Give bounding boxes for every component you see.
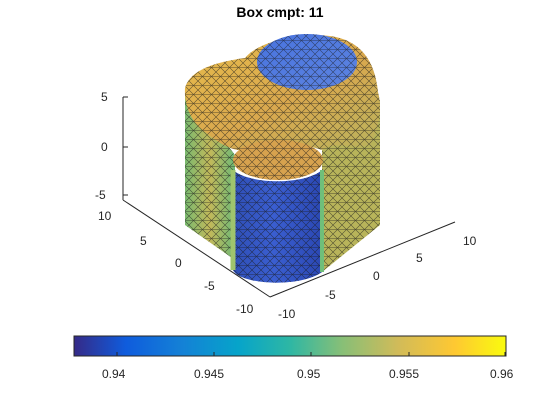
z-tick-label: -5: [95, 188, 106, 202]
x-axis: -10 -5 0 5 10: [278, 234, 477, 321]
x-tick-label: 10: [463, 234, 477, 248]
colorbar-tick-label: 0.955: [389, 367, 419, 381]
x-tick-label: 5: [416, 251, 423, 265]
z-tick-label: 5: [101, 90, 108, 104]
y-tick-label: 0: [175, 256, 182, 270]
colorbar-tick-label: 0.95: [297, 367, 321, 381]
axis-lines: [122, 97, 456, 298]
plot-title: Box cmpt: 11: [236, 4, 324, 20]
y-tick-label: -10: [236, 302, 254, 316]
colorbar-tick-label: 0.945: [194, 367, 224, 381]
z-axis: 5 0 -5: [95, 90, 128, 202]
y-axis: 10 5 0 -5 -10: [98, 209, 254, 316]
x-tick-label: -5: [325, 288, 336, 302]
colorbar-gradient: [73, 335, 507, 357]
x-tick-label: 0: [373, 269, 380, 283]
colorbar-tick-label: 0.94: [102, 367, 126, 381]
y-tick-label: -5: [204, 279, 215, 293]
y-tick-label: 5: [140, 234, 147, 248]
mesh-surface[interactable]: [184, 34, 381, 283]
colorbar: 0.94 0.945 0.95 0.955 0.96: [73, 335, 514, 381]
y-tick-label: 10: [98, 209, 112, 223]
z-tick-label: 0: [101, 140, 108, 154]
colorbar-tick-label: 0.96: [490, 367, 514, 381]
x-tick-label: -10: [278, 307, 296, 321]
